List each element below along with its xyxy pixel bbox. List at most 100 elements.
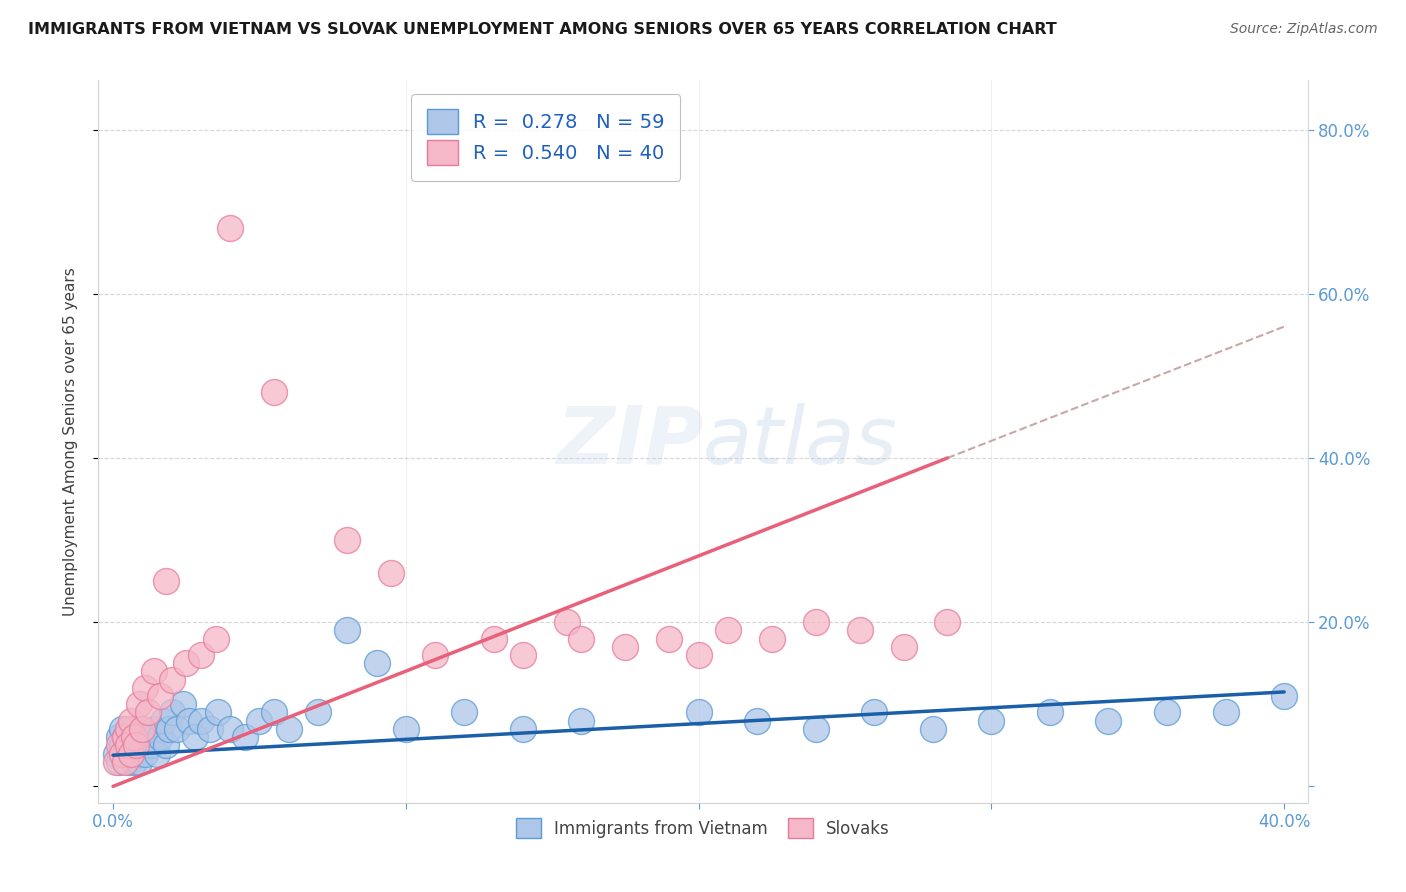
Point bbox=[336, 624, 359, 638]
Point bbox=[512, 648, 534, 662]
Point bbox=[453, 706, 475, 720]
Point bbox=[120, 747, 142, 761]
Point bbox=[893, 640, 915, 654]
Point bbox=[179, 714, 201, 728]
Point bbox=[172, 698, 194, 712]
Point bbox=[120, 747, 142, 761]
Point bbox=[804, 615, 827, 630]
Point bbox=[263, 706, 285, 720]
Text: IMMIGRANTS FROM VIETNAM VS SLOVAK UNEMPLOYMENT AMONG SENIORS OVER 65 YEARS CORRE: IMMIGRANTS FROM VIETNAM VS SLOVAK UNEMPL… bbox=[28, 22, 1057, 37]
Point bbox=[134, 747, 156, 761]
Point bbox=[143, 665, 166, 679]
Text: atlas: atlas bbox=[703, 402, 898, 481]
Point bbox=[921, 722, 943, 736]
Point bbox=[134, 681, 156, 695]
Point bbox=[131, 722, 153, 736]
Point bbox=[120, 730, 142, 744]
Point bbox=[980, 714, 1002, 728]
Point bbox=[658, 632, 681, 646]
Point bbox=[117, 739, 139, 753]
Point bbox=[717, 624, 740, 638]
Point bbox=[219, 722, 242, 736]
Point bbox=[366, 657, 388, 671]
Point bbox=[571, 714, 593, 728]
Point bbox=[1097, 714, 1119, 728]
Point bbox=[482, 632, 505, 646]
Point bbox=[117, 739, 139, 753]
Y-axis label: Unemployment Among Seniors over 65 years: Unemployment Among Seniors over 65 years bbox=[63, 268, 77, 615]
Point bbox=[125, 739, 148, 753]
Point bbox=[395, 722, 418, 736]
Point bbox=[688, 648, 710, 662]
Point bbox=[131, 722, 153, 736]
Point bbox=[157, 722, 180, 736]
Point bbox=[136, 706, 159, 720]
Point bbox=[111, 722, 134, 736]
Point bbox=[108, 739, 131, 753]
Point bbox=[114, 747, 136, 761]
Point bbox=[160, 706, 183, 720]
Point bbox=[114, 755, 136, 769]
Point bbox=[155, 739, 177, 753]
Point bbox=[104, 755, 127, 769]
Point bbox=[155, 574, 177, 588]
Point bbox=[307, 706, 329, 720]
Point bbox=[423, 648, 446, 662]
Point bbox=[166, 722, 188, 736]
Point bbox=[149, 689, 172, 703]
Point bbox=[863, 706, 886, 720]
Point bbox=[174, 657, 197, 671]
Text: Source: ZipAtlas.com: Source: ZipAtlas.com bbox=[1230, 22, 1378, 37]
Point bbox=[108, 730, 131, 744]
Point bbox=[804, 722, 827, 736]
Point bbox=[114, 730, 136, 744]
Point bbox=[936, 615, 959, 630]
Text: ZIP: ZIP bbox=[555, 402, 703, 481]
Point bbox=[190, 648, 212, 662]
Point bbox=[1156, 706, 1178, 720]
Point bbox=[249, 714, 271, 728]
Point bbox=[512, 722, 534, 736]
Point bbox=[614, 640, 637, 654]
Point bbox=[108, 755, 131, 769]
Point bbox=[263, 385, 285, 400]
Point bbox=[336, 533, 359, 547]
Point bbox=[277, 722, 299, 736]
Point bbox=[761, 632, 783, 646]
Point bbox=[1272, 689, 1295, 703]
Point bbox=[555, 615, 578, 630]
Point bbox=[122, 755, 145, 769]
Point bbox=[139, 739, 162, 753]
Point bbox=[122, 730, 145, 744]
Point bbox=[125, 747, 148, 761]
Point bbox=[747, 714, 769, 728]
Point bbox=[233, 730, 256, 744]
Point bbox=[136, 730, 159, 744]
Point bbox=[125, 739, 148, 753]
Point bbox=[380, 566, 402, 580]
Point bbox=[1215, 706, 1237, 720]
Point bbox=[111, 747, 134, 761]
Point bbox=[114, 730, 136, 744]
Point bbox=[122, 722, 145, 736]
Point bbox=[152, 714, 174, 728]
Point bbox=[688, 706, 710, 720]
Point bbox=[848, 624, 870, 638]
Point bbox=[184, 730, 207, 744]
Point bbox=[128, 698, 150, 712]
Point bbox=[117, 755, 139, 769]
Point bbox=[219, 221, 242, 235]
Point bbox=[128, 755, 150, 769]
Point bbox=[117, 722, 139, 736]
Point bbox=[190, 714, 212, 728]
Point bbox=[131, 739, 153, 753]
Point bbox=[571, 632, 593, 646]
Point bbox=[207, 706, 229, 720]
Point bbox=[143, 722, 166, 736]
Point bbox=[198, 722, 221, 736]
Point bbox=[120, 714, 142, 728]
Point bbox=[146, 747, 169, 761]
Point bbox=[1039, 706, 1062, 720]
Point bbox=[149, 730, 172, 744]
Legend: Immigrants from Vietnam, Slovaks: Immigrants from Vietnam, Slovaks bbox=[509, 812, 897, 845]
